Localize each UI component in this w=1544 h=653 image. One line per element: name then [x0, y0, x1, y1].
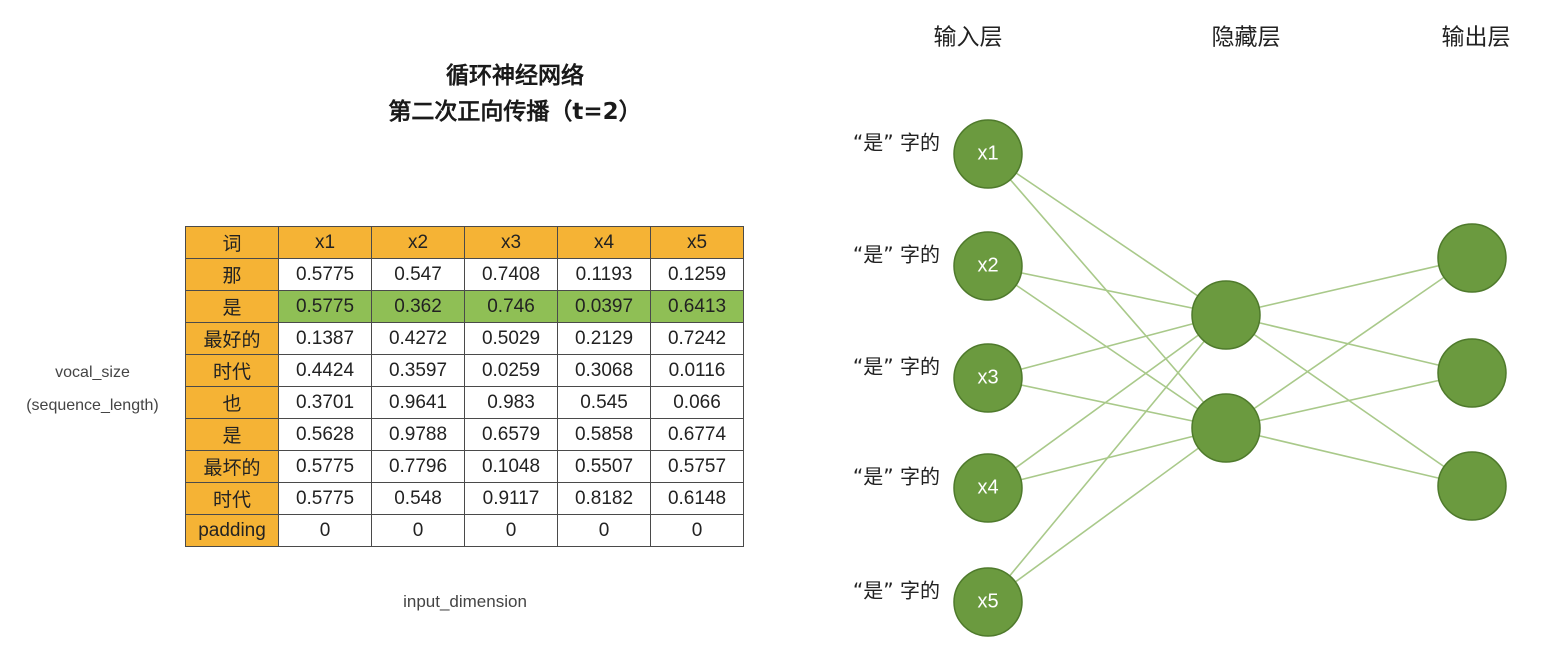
input-node-label: x3: [977, 366, 998, 388]
diagram-subtitle: 第二次正向传播（t=2）: [388, 99, 642, 125]
network-edges: [987, 153, 1473, 603]
table-cell: 0.5775: [278, 482, 372, 515]
table-cell: 0: [371, 514, 465, 547]
table-cell: 0.5775: [278, 258, 372, 291]
diagram-title: 循环神经网络: [446, 63, 584, 89]
connection-line: [1225, 257, 1473, 429]
connection-line: [987, 377, 1227, 429]
header-x5: x5: [650, 226, 744, 259]
connection-line: [987, 314, 1227, 489]
connection-line: [987, 314, 1227, 603]
table-row: 最坏的 0.5775 0.7796 0.1048 0.5507 0.5757: [185, 450, 744, 483]
output-node: [1437, 223, 1507, 293]
connection-line: [987, 427, 1227, 603]
embedding-table: 词 x1 x2 x3 x4 x5 那 0.5775 0.547 0.7408 0.119…: [185, 226, 744, 547]
header-word: 词: [185, 226, 279, 259]
network-labels: x1 “是” 字的 x2 “是” 字的 x3 “是” 字的 x4 “是” 字的 x5 “是” 字的…: [853, 25, 1511, 613]
table-cell: 0.983: [464, 386, 558, 419]
connection-line: [1225, 427, 1473, 487]
table-row: 是 0.5775 0.362 0.746 0.0397 0.6413: [185, 290, 744, 323]
table-cell: 0.1259: [650, 258, 744, 291]
table-cell: 0.746: [464, 290, 558, 323]
table-cell: 0.4424: [278, 354, 372, 387]
table-cell: 0.066: [650, 386, 744, 419]
input-node: [953, 567, 1023, 637]
table-cell: 0: [278, 514, 372, 547]
input-source-label: “是” 字的: [853, 243, 940, 267]
table-cell: 0.6579: [464, 418, 558, 451]
table-cell: 0.6774: [650, 418, 744, 451]
table-row: 那 0.5775 0.547 0.7408 0.1193 0.1259: [185, 258, 744, 291]
table-cell: 0.1387: [278, 322, 372, 355]
header-x1: x1: [278, 226, 372, 259]
row-word: 那: [185, 258, 279, 291]
row-word: 最坏的: [185, 450, 279, 483]
header-x3: x3: [464, 226, 558, 259]
table-cell: 0.7242: [650, 322, 744, 355]
connection-line: [1225, 257, 1473, 316]
input-node: [953, 119, 1023, 189]
layer-title: 输入层: [934, 25, 1003, 51]
connection-line: [987, 314, 1227, 379]
row-word: padding: [185, 514, 279, 547]
table-cell: 0.7408: [464, 258, 558, 291]
row-word: 时代: [185, 482, 279, 515]
input-node-label: x2: [977, 254, 998, 276]
table-cell: 0.547: [371, 258, 465, 291]
table-cell: 0.5029: [464, 322, 558, 355]
header-x2: x2: [371, 226, 465, 259]
table-row: 最好的 0.1387 0.4272 0.5029 0.2129 0.7242: [185, 322, 744, 355]
input-node-label: x5: [977, 590, 998, 612]
table-cell: 0.548: [371, 482, 465, 515]
table-row: 也 0.3701 0.9641 0.983 0.545 0.066: [185, 386, 744, 419]
output-node: [1437, 451, 1507, 521]
table-row: padding 0 0 0 0 0: [185, 514, 744, 547]
column-axis-label: input_dimension: [403, 592, 527, 611]
input-source-label: “是” 字的: [853, 355, 940, 379]
layer-title: 输出层: [1442, 25, 1511, 51]
output-node: [1437, 338, 1507, 408]
connection-line: [1225, 314, 1473, 374]
row-word: 是: [185, 418, 279, 451]
table-cell: 0: [650, 514, 744, 547]
table-cell: 0: [464, 514, 558, 547]
network-nodes: [953, 119, 1507, 637]
table-cell: 0.3597: [371, 354, 465, 387]
connection-line: [987, 153, 1227, 316]
connection-line: [1225, 372, 1473, 429]
table-cell: 0.7796: [371, 450, 465, 483]
table-cell: 0.545: [557, 386, 651, 419]
input-source-label: “是” 字的: [853, 131, 940, 155]
header-x4: x4: [557, 226, 651, 259]
input-node-label: x1: [977, 142, 998, 164]
input-source-label: “是” 字的: [853, 465, 940, 489]
table-cell: 0.9788: [371, 418, 465, 451]
hidden-node: [1191, 393, 1261, 463]
layer-title: 隐藏层: [1212, 25, 1281, 51]
table-cell: 0.362: [371, 290, 465, 323]
row-word: 最好的: [185, 322, 279, 355]
row-word: 也: [185, 386, 279, 419]
hidden-node: [1191, 280, 1261, 350]
input-node: [953, 453, 1023, 523]
table-cell: 0.5775: [278, 290, 372, 323]
input-node-label: x4: [977, 476, 998, 498]
table-cell: 0.2129: [557, 322, 651, 355]
table-header-row: 词 x1 x2 x3 x4 x5: [185, 226, 744, 259]
row-axis-sublabel: (sequence_length): [26, 397, 159, 414]
connection-line: [987, 265, 1227, 316]
table-cell: 0: [557, 514, 651, 547]
table-row: 时代 0.4424 0.3597 0.0259 0.3068 0.0116: [185, 354, 744, 387]
input-node: [953, 231, 1023, 301]
input-node: [953, 343, 1023, 413]
row-axis-label: vocal_size: [55, 364, 130, 381]
table-cell: 0.5507: [557, 450, 651, 483]
table-cell: 0.4272: [371, 322, 465, 355]
input-source-label: “是” 字的: [853, 579, 940, 603]
